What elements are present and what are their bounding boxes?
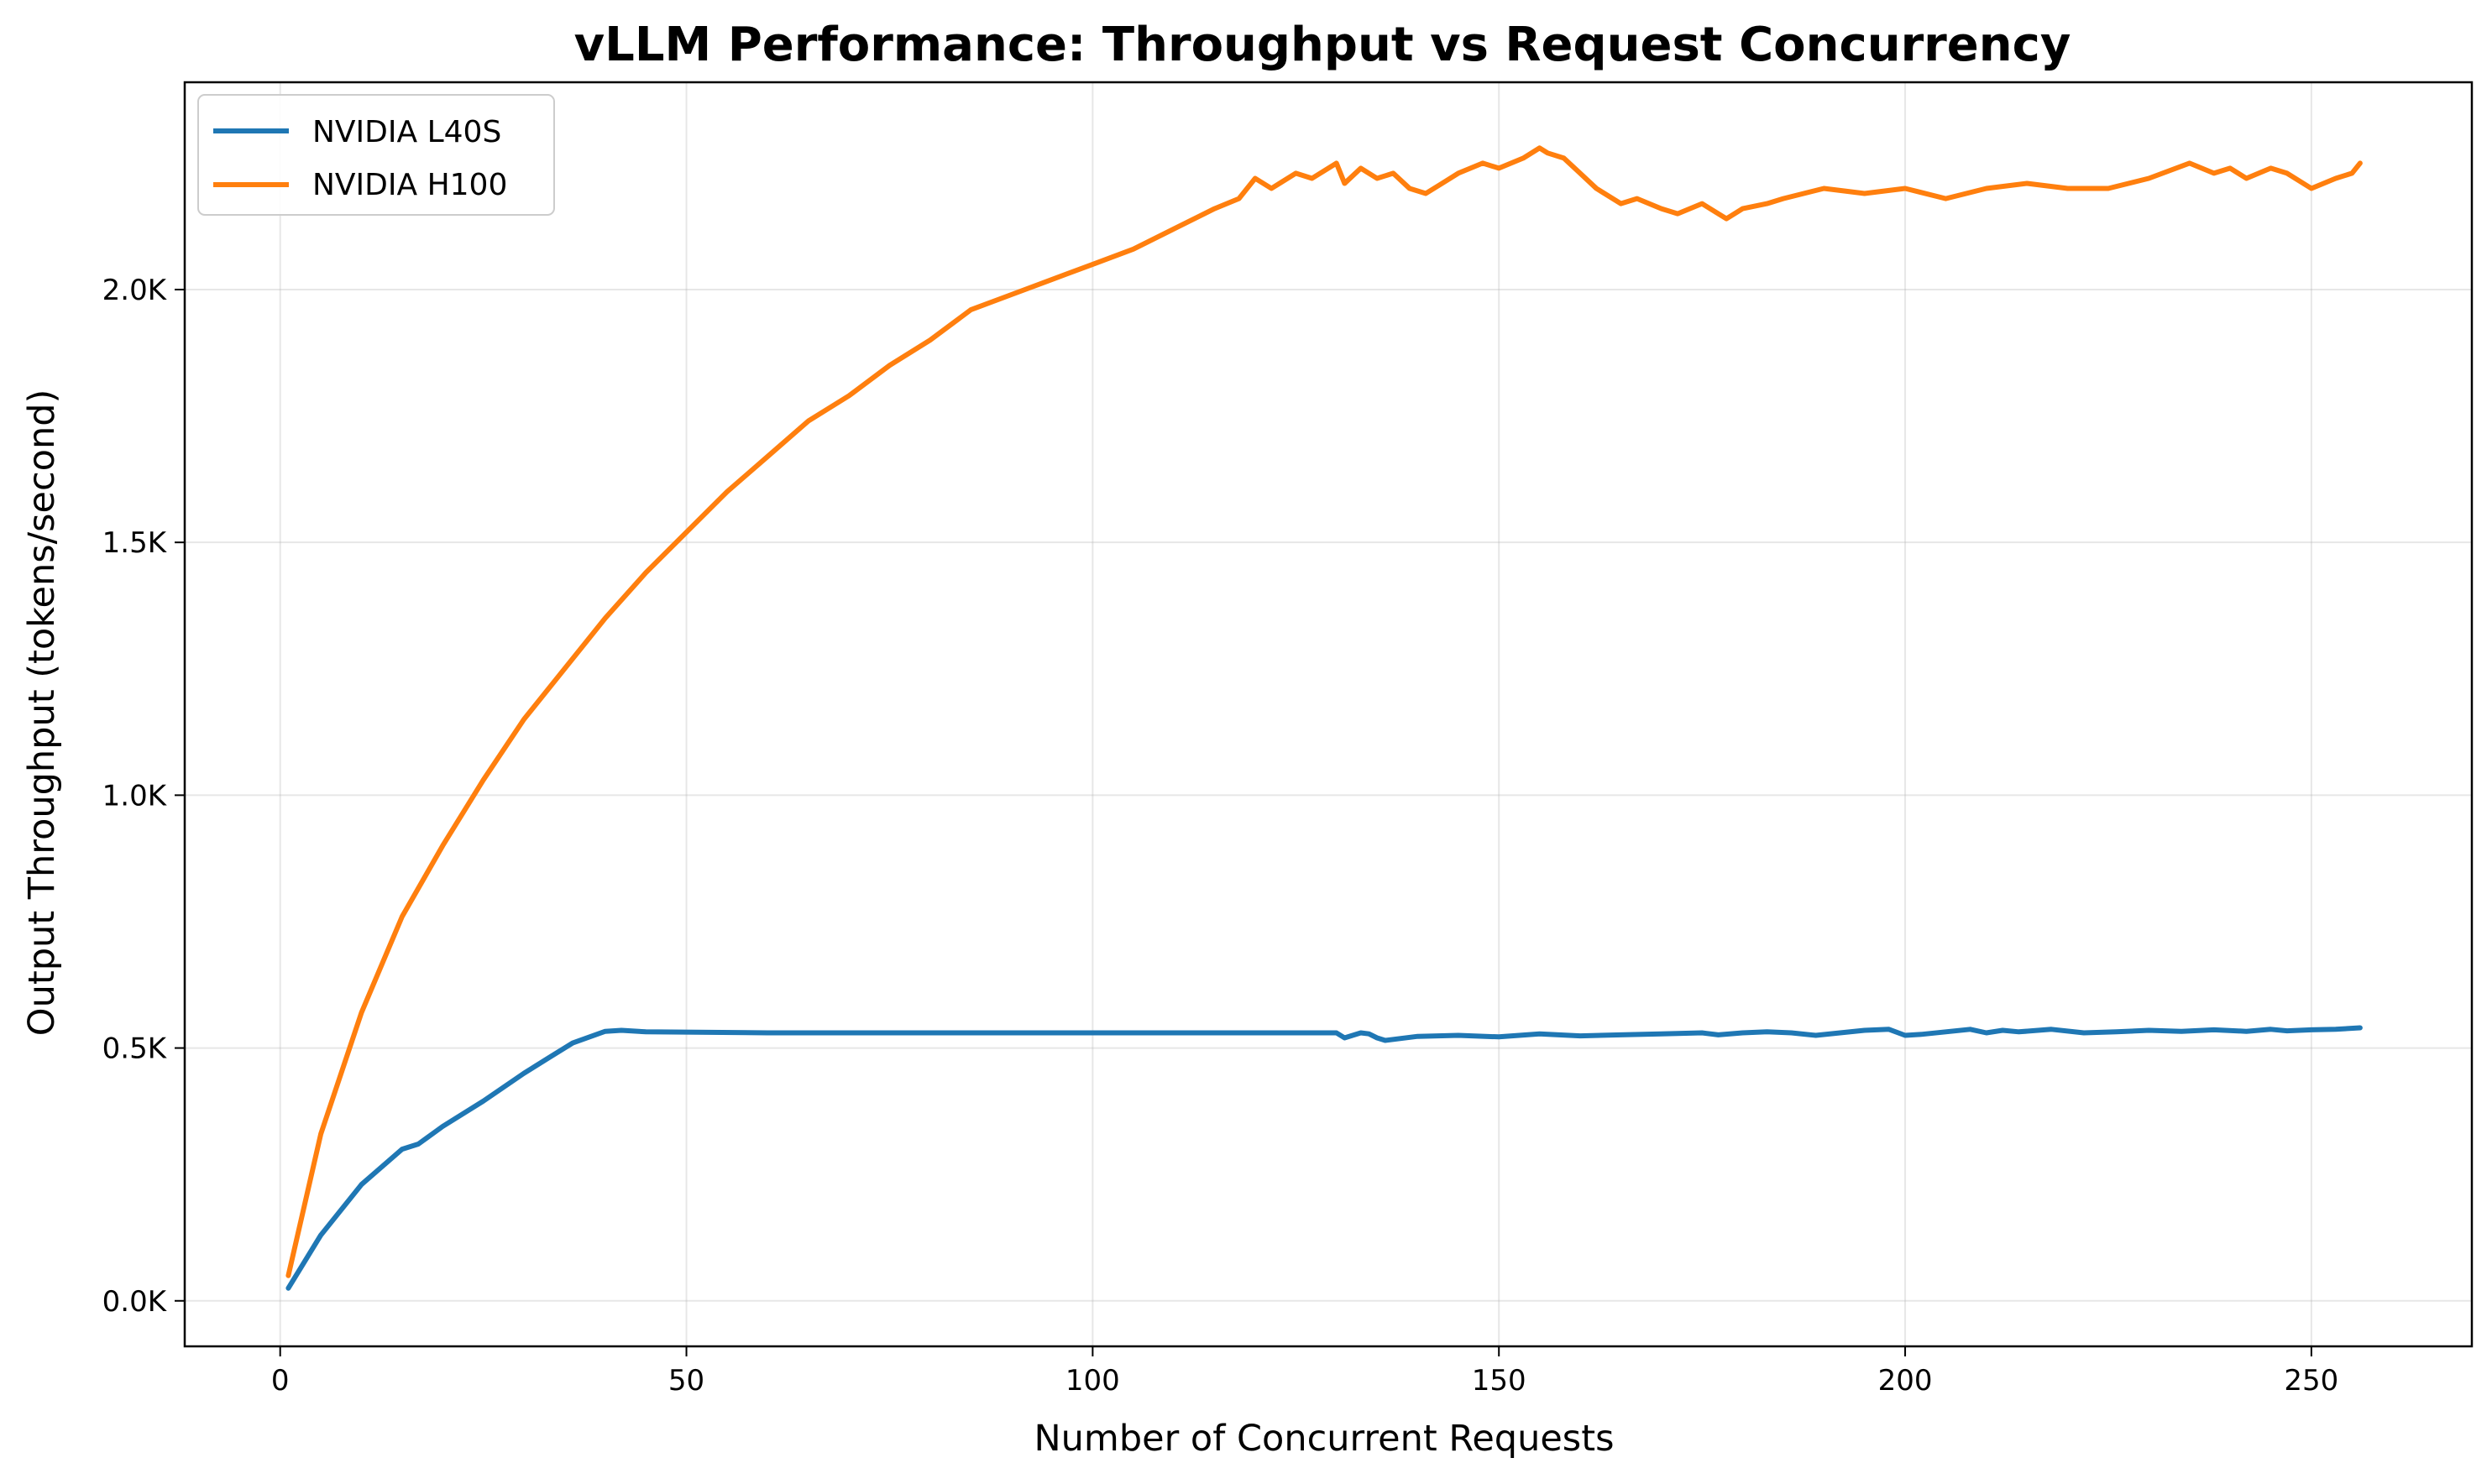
series-line-nvidia-l40s [285, 1025, 2363, 1291]
y-tick-label: 1.0K [102, 779, 168, 813]
x-tick-label: 100 [1065, 1364, 1120, 1398]
y-tick-label: 0.5K [102, 1032, 168, 1066]
legend-label-h100: NVIDIA H100 [312, 168, 507, 202]
x-tick-label: 200 [1878, 1364, 1933, 1398]
plot-area-frame [183, 81, 2474, 1348]
axis-ticks: 0 50 100 150 200 250 0.0K 0.5K 1.0K 1.5K 2.0K [102, 274, 2339, 1398]
x-tick-label: 0 [271, 1364, 290, 1398]
x-tick-label: 150 [1472, 1364, 1526, 1398]
series-line-nvidia-h100 [285, 145, 2363, 1278]
x-axis-label: Number of Concurrent Requests [1034, 1418, 1615, 1460]
series-lines [285, 145, 2363, 1291]
x-tick-label: 250 [2284, 1364, 2338, 1398]
y-tick-label: 1.5K [102, 526, 168, 560]
y-axis-label: Output Throughput (tokens/second) [21, 389, 63, 1037]
grid-lines [185, 82, 2472, 1346]
chart-title: vLLM Performance: Throughput vs Request … [574, 18, 2071, 72]
legend-label-l40s: NVIDIA L40S [312, 115, 501, 149]
y-tick-label: 2.0K [102, 274, 168, 307]
x-tick-label: 50 [668, 1364, 704, 1398]
y-tick-label: 0.0K [102, 1285, 168, 1319]
legend: NVIDIA L40S NVIDIA H100 [197, 94, 555, 216]
